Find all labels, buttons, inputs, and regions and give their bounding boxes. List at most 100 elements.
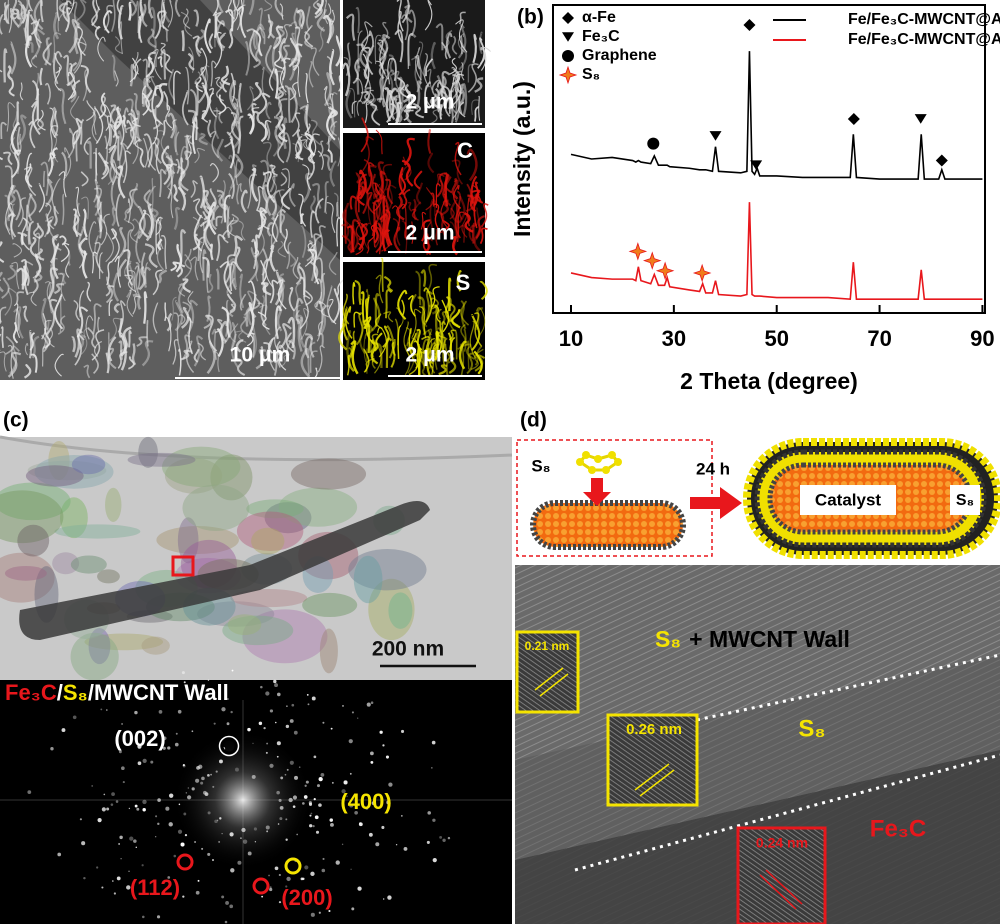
fiber: [24, 13, 30, 49]
fiber: [297, 314, 306, 348]
fiber: [230, 111, 240, 141]
fiber: [297, 316, 304, 352]
fiber: [269, 163, 276, 193]
fiber: [424, 0, 433, 31]
fiber: [135, 230, 142, 264]
fiber: [304, 242, 313, 267]
fiber: [400, 165, 409, 196]
fiber: [328, 298, 337, 325]
fiber: [1, 277, 10, 299]
fiber: [239, 293, 247, 311]
fiber: [70, 96, 80, 121]
fiber: [179, 229, 187, 265]
fiber: [168, 69, 176, 101]
fiber: [100, 213, 110, 246]
fiber: [398, 103, 408, 124]
fiber: [383, 87, 392, 122]
fiber: [455, 331, 458, 360]
boundary: [649, 653, 1000, 732]
fiber: [349, 195, 357, 210]
fiber: [58, 171, 67, 198]
fiber: [31, 54, 38, 68]
fiber: [186, 135, 192, 161]
diffraction-spot: [174, 742, 179, 747]
fiber: [215, 233, 226, 262]
fiber: [4, 287, 17, 316]
diffraction-spot: [304, 865, 309, 870]
fiber: [368, 30, 374, 57]
fiber: [257, 302, 265, 324]
fiber: [216, 189, 228, 211]
fiber: [363, 68, 371, 105]
x-tick-label: 30: [662, 326, 686, 351]
fiber: [436, 75, 444, 95]
fiber: [213, 11, 218, 39]
fiber: [457, 323, 466, 350]
fiber: [451, 308, 461, 329]
fiber: [18, 3, 26, 17]
fiber: [131, 183, 140, 209]
fiber: [316, 320, 323, 342]
fiber: [80, 196, 89, 220]
fiber: [173, 124, 179, 156]
fiber: [192, 35, 202, 54]
boundary: [574, 753, 1000, 872]
fiber: [280, 44, 290, 62]
diffraction-spot: [346, 795, 348, 798]
fiber: [232, 120, 242, 149]
fiber: [279, 323, 292, 350]
diffraction-spot: [426, 840, 430, 844]
fiber: [142, 137, 149, 168]
fiber: [40, 334, 49, 353]
fiber: [323, 181, 330, 213]
fiber: [453, 179, 460, 190]
fiber: [356, 312, 364, 346]
spot-circle: [252, 877, 270, 895]
fiber: [119, 335, 129, 353]
fiber: [189, 256, 199, 281]
fiber: [206, 260, 210, 293]
nanotube: [530, 500, 686, 550]
fiber: [295, 140, 304, 161]
particle: [210, 454, 253, 501]
fiber: [101, 160, 110, 180]
fiber: [430, 41, 436, 70]
particle: [264, 502, 312, 534]
fiber: [83, 364, 91, 379]
fiber: [206, 340, 216, 375]
fiber: [250, 298, 257, 319]
fiber: [220, 65, 231, 86]
diffraction-spot: [115, 800, 119, 803]
fiber: [154, 84, 163, 97]
diffraction-spot: [306, 694, 309, 696]
fiber: [157, 55, 164, 68]
fiber: [126, 289, 134, 317]
fiber: [254, 234, 259, 255]
fiber: [28, 41, 34, 53]
diffraction-spot: [133, 839, 137, 843]
fiber: [356, 65, 360, 95]
fiber: [449, 57, 457, 75]
diffraction-spot: [343, 780, 348, 785]
diffraction-spot: [366, 702, 371, 707]
fiber: [200, 47, 208, 76]
diffraction-spot: [313, 797, 316, 801]
fiber: [111, 207, 116, 227]
fiber: [39, 67, 44, 86]
fiber: [0, 271, 4, 293]
fiber: [229, 323, 239, 343]
fiber: [301, 134, 312, 152]
fiber: [390, 70, 403, 94]
fiber: [358, 179, 363, 213]
diffraction-spot: [141, 864, 144, 867]
fiber: [187, 52, 195, 71]
fiber: [134, 138, 142, 150]
fiber: [239, 273, 245, 309]
fiber: [173, 312, 181, 350]
y-axis-label: Intensity (a.u.): [509, 81, 535, 237]
fiber: [228, 184, 236, 200]
fiber: [380, 194, 389, 223]
diffraction-spot: [158, 710, 163, 714]
fiber: [237, 115, 244, 154]
fiber: [230, 213, 239, 226]
